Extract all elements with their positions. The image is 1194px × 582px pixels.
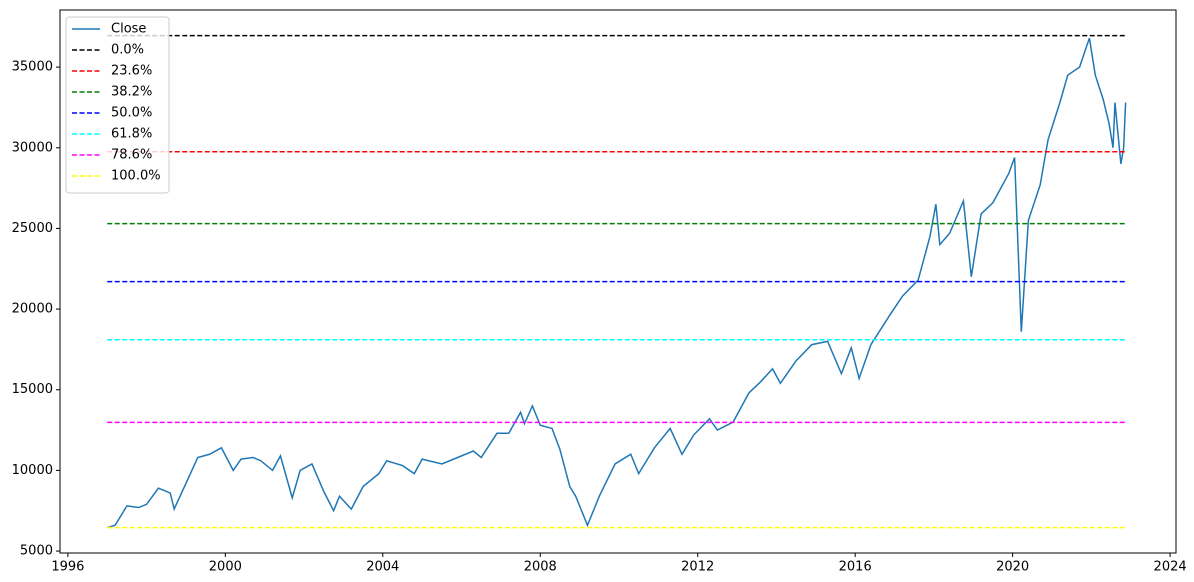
legend-label: 61.8% [111,127,152,142]
x-tick-label: 2004 [366,560,399,575]
x-tick-label: 2020 [996,560,1029,575]
legend-label: 38.2% [111,85,152,100]
close-line [107,37,1127,529]
y-tick-label: 20000 [12,302,53,317]
y-tick-label: 30000 [12,140,53,155]
legend-label: 0.0% [111,43,144,58]
legend-label: 23.6% [111,64,152,79]
legend-label: Close [111,22,146,37]
x-tick-label: 2000 [209,560,242,575]
legend: Close 0.0% 23.6% 38.2% 50.0% 61.8% 78.6% 100.0% [65,16,170,194]
x-tick-label: 2012 [681,560,714,575]
x-tick-label: 2008 [524,560,557,575]
y-tick-label: 35000 [12,60,53,75]
x-tick-label: 1996 [51,560,84,575]
legend-box [65,16,170,194]
legend-label: 100.0% [111,169,161,184]
x-tick-label: 2016 [839,560,872,575]
plot-frame [59,9,1177,554]
y-tick-label: 25000 [12,221,53,236]
y-tick-label: 15000 [12,382,53,397]
y-tick-label: 10000 [12,463,53,478]
x-tick-label: 2024 [1154,560,1187,575]
y-tick-label: 5000 [20,544,53,559]
legend-label: 50.0% [111,106,152,121]
legend-label: 78.6% [111,148,152,163]
